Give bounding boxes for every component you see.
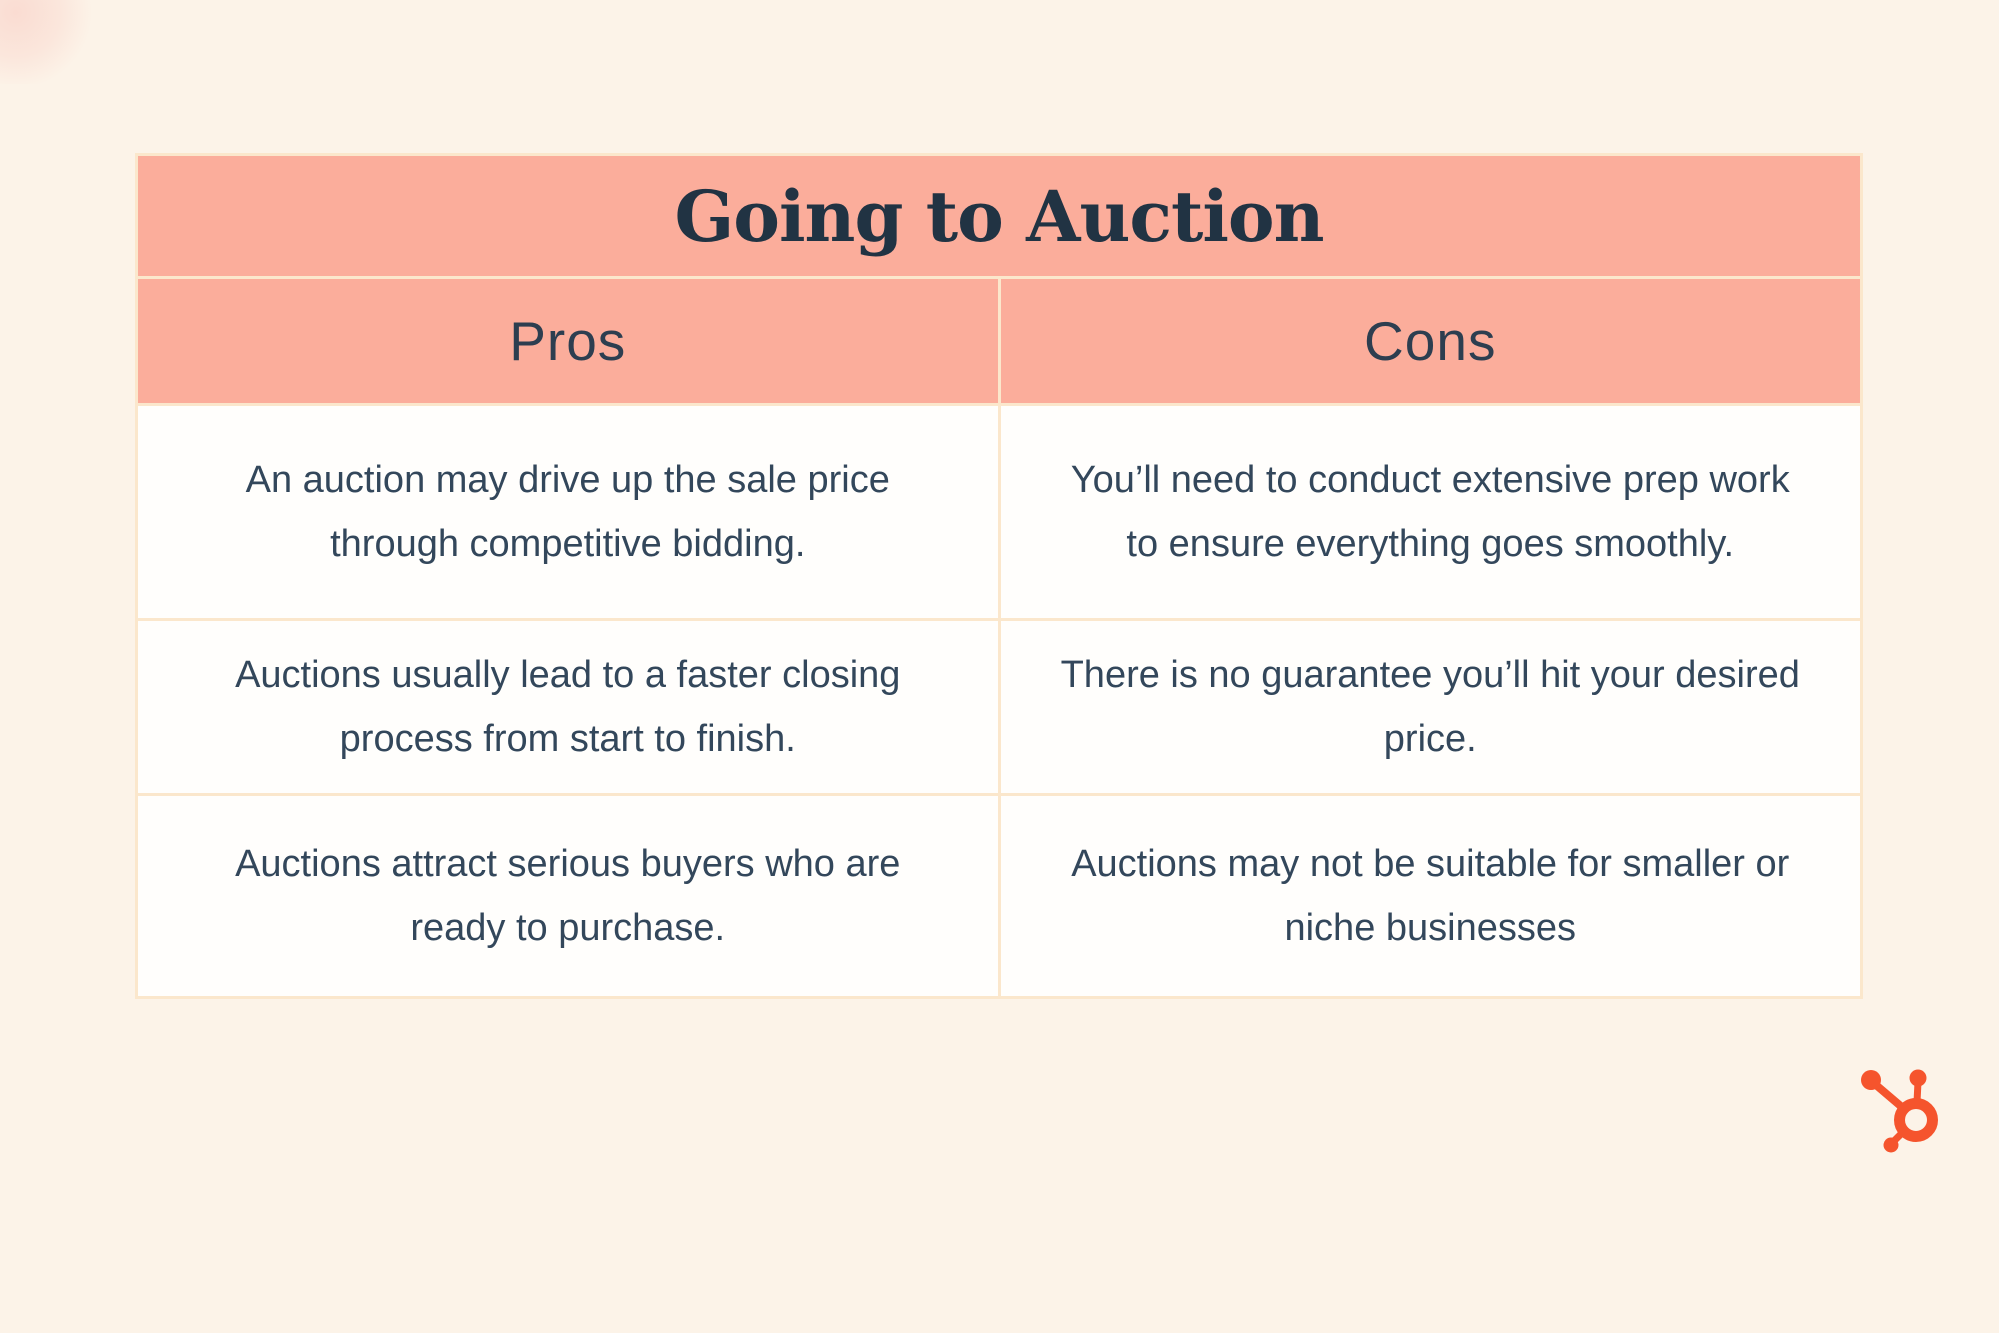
column-header-pros: Pros	[138, 279, 998, 403]
cell-pros-row-2: Auctions usually lead to a faster closin…	[138, 621, 998, 793]
cell-cons-row-2: There is no guarantee you’ll hit your de…	[1000, 621, 1860, 793]
column-header-cons: Cons	[1000, 279, 1860, 403]
cell-pros-row-1: An auction may drive up the sale price t…	[138, 406, 998, 618]
table-title: Going to Auction	[138, 156, 1860, 276]
cell-cons-row-3: Auctions may not be suitable for smaller…	[1000, 796, 1860, 996]
corner-accent	[0, 0, 94, 84]
pros-cons-table: Going to Auction Pros Cons An auction ma…	[135, 153, 1863, 999]
cell-cons-row-1: You’ll need to conduct extensive prep wo…	[1000, 406, 1860, 618]
hubspot-logo-icon	[1861, 1069, 1938, 1153]
cell-pros-row-3: Auctions attract serious buyers who are …	[138, 796, 998, 996]
